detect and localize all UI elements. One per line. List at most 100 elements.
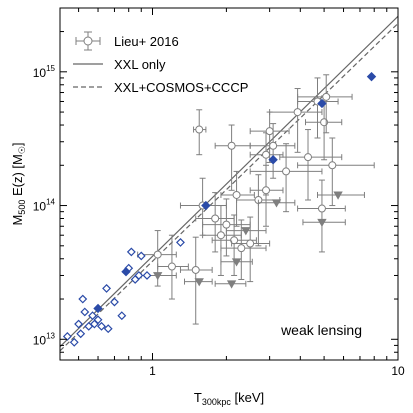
lieu-point (231, 216, 271, 283)
upper-limit (225, 227, 267, 236)
upper-limit-marker (153, 272, 163, 281)
filled-diamond (201, 200, 211, 211)
svg-text:1015: 1015 (33, 64, 56, 80)
sun-symbol: ☉ (17, 146, 27, 154)
lieu-marker (191, 265, 200, 274)
x-axis-label-sub: 300kpc (202, 397, 232, 407)
y-tick-base: 10 (33, 66, 47, 80)
open-diamond (78, 294, 88, 304)
filled-diamond (121, 267, 131, 277)
open-diamond (80, 307, 90, 317)
lieu-marker (195, 125, 204, 134)
legend-label-xxl-only: XXL only (114, 57, 166, 72)
y-tick-exp: 15 (46, 64, 55, 73)
plot-data (60, 15, 398, 352)
open-diamond (136, 251, 146, 261)
lieu-point (193, 109, 207, 156)
lieu-marker (222, 220, 231, 229)
upper-limit (214, 280, 247, 289)
upper-limit-marker (271, 199, 282, 208)
lieu-marker (153, 250, 162, 259)
upper-limit (183, 278, 213, 287)
fit-line-xxl-cosmos-cccp (60, 23, 398, 352)
x-axis-label: T300kpc [keV] (194, 390, 264, 407)
lieu-point (297, 179, 346, 253)
open-diamond (102, 283, 112, 293)
plot-frame (59, 7, 399, 361)
lieu-point (249, 143, 323, 213)
lieu-point (179, 236, 213, 325)
lieu-point (249, 132, 284, 196)
lieu-point (297, 77, 339, 139)
annotation-weak-lensing: weak lensing (280, 322, 362, 338)
lieu-point (220, 219, 267, 280)
lieu-point (236, 174, 281, 247)
x-axis-label-main: T (194, 390, 202, 405)
open-diamond (93, 315, 103, 325)
upper-limit (302, 218, 346, 228)
lieu-marker (262, 150, 271, 159)
upper-limit (257, 199, 296, 208)
lieu-marker (237, 244, 246, 253)
lieu-marker (211, 214, 220, 223)
upper-limit (220, 258, 253, 267)
open-diamond (117, 311, 127, 321)
upper-limit-marker (226, 280, 237, 289)
y-axis-label-sub: 500 (17, 200, 27, 215)
lieu-marker (246, 239, 255, 248)
fit-line-xxl-only (60, 15, 398, 348)
lieu-point (297, 74, 353, 134)
lieu-marker (328, 161, 337, 170)
lieu-point (297, 137, 375, 207)
filled-diamond (317, 98, 327, 109)
y-axis-label-main: M (10, 215, 25, 226)
open-diamond (126, 247, 136, 257)
svg-text:1013: 1013 (33, 331, 56, 347)
lieu-point (249, 164, 284, 227)
legend-label-xxl-cosmos-cccp: XXL+COSMOS+CCCP (114, 80, 248, 95)
lieu-point (279, 129, 343, 201)
lieu-marker (232, 190, 241, 199)
open-diamond (134, 271, 144, 280)
upper-limit-marker (333, 191, 343, 200)
lieu-marker (293, 108, 302, 117)
open-diamond (88, 311, 98, 321)
lieu-point (195, 192, 235, 253)
open-diamond (110, 297, 119, 307)
filled-diamond (93, 303, 103, 314)
lieu-marker (262, 186, 271, 195)
y-tick-base: 10 (33, 200, 47, 214)
upper-limit-marker (194, 278, 204, 287)
axis-ticks (60, 7, 399, 361)
x-axis-label-unit: [keV] (231, 390, 264, 405)
lieu-marker (167, 262, 176, 271)
y-axis-label-unit: E(z) [M (10, 154, 25, 200)
open-diamond (62, 332, 72, 341)
lieu-marker (216, 231, 225, 240)
y-axis-label: M500 E(z) [M☉] (10, 142, 27, 225)
legend: Lieu+ 2016 XXL only XXL+COSMOS+CCCP (73, 31, 248, 95)
open-diamond (97, 321, 106, 331)
upper-limit-marker (317, 218, 327, 228)
lieu-point (249, 123, 296, 179)
y-tick-label-1e13: 1013 (33, 331, 56, 347)
y-tick-label-1e15: 1015 (33, 64, 56, 80)
lieu-marker (317, 204, 326, 213)
x-tick-label-10: 10 (391, 364, 405, 378)
lieu-marker (322, 92, 331, 101)
x-tick-label-1: 1 (149, 364, 156, 378)
open-diamond (103, 324, 113, 334)
lieu-marker (265, 127, 274, 136)
lieu-point (214, 124, 251, 191)
upper-limit-marker (231, 258, 242, 267)
upper-limit-marker (241, 227, 251, 236)
legend-label-lieu: Lieu+ 2016 (114, 34, 179, 49)
y-tick-base: 10 (33, 333, 47, 347)
y-tick-exp: 14 (46, 198, 55, 207)
open-diamond (176, 237, 185, 247)
open-diamond (76, 329, 86, 339)
open-diamond (69, 337, 79, 347)
y-tick-label-1e14: 1014 (33, 198, 56, 214)
upper-limit (316, 191, 365, 200)
filled-diamond (268, 155, 278, 165)
